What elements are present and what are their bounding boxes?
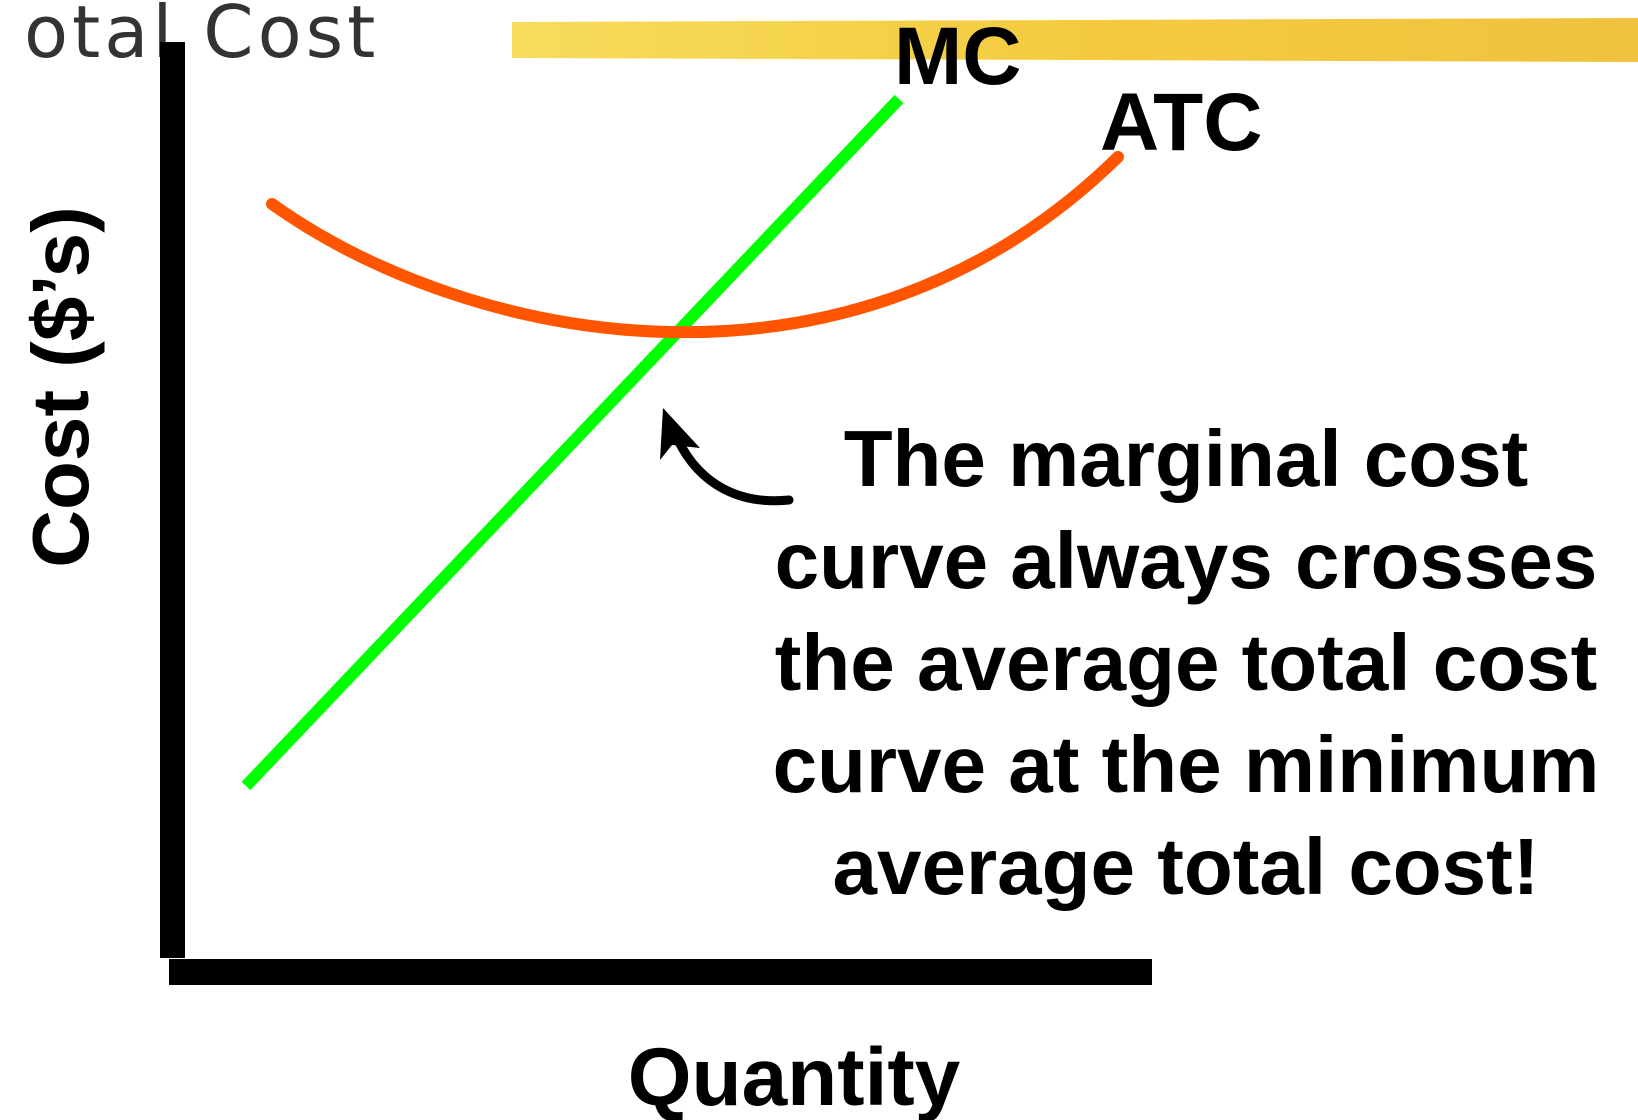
arrow-head (660, 408, 700, 460)
annotation-line: curve always crosses (775, 516, 1598, 605)
title-highlight (512, 18, 1638, 62)
mc-curve (241, 94, 904, 791)
annotation: The marginal cost curve always crosses t… (773, 414, 1600, 911)
annotation-line: The marginal cost (844, 414, 1529, 503)
atc-curve (266, 151, 1124, 339)
annotation-line: the average total cost (775, 618, 1598, 707)
y-axis (160, 42, 185, 958)
annotation-line: average total cost! (833, 822, 1540, 911)
mc-label: MC (894, 11, 1022, 102)
arrow (673, 435, 794, 506)
annotation-line: curve at the minimum (773, 720, 1600, 809)
slide-title: otal Cost (24, 0, 379, 74)
atc-label: ATC (1100, 77, 1262, 168)
y-axis-label: Cost ($’s) (16, 206, 105, 568)
x-axis-label: Quantity (628, 1032, 961, 1120)
x-axis (169, 959, 1152, 985)
